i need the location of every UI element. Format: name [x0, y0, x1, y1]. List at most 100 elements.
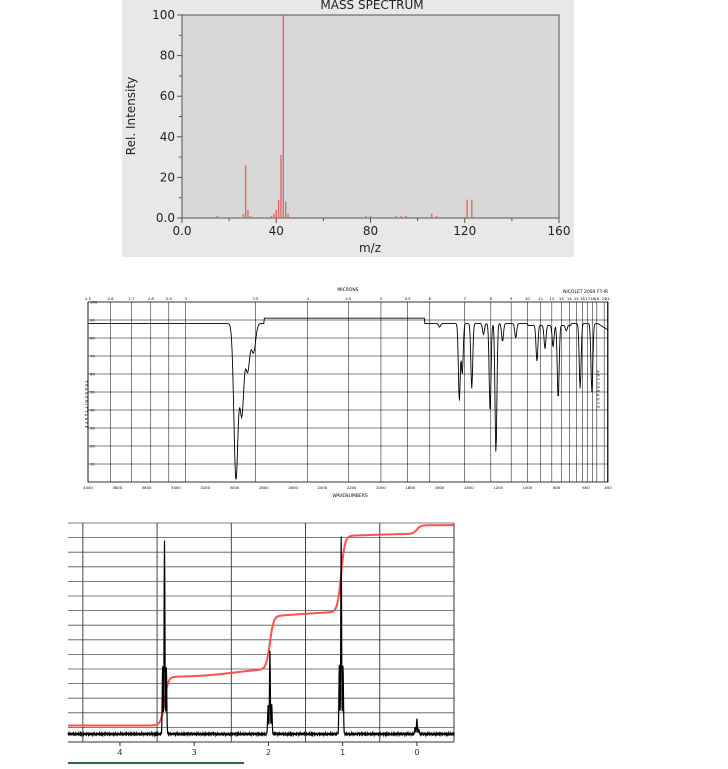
- ms-ylabel: Rel. Intensity: [124, 77, 138, 155]
- ir-y-tick-label: 100: [90, 300, 98, 305]
- nmr-x-tick-label: 3: [192, 748, 197, 757]
- ir-x-tick-label: 2600: [288, 485, 298, 490]
- ir-ylabel: TRANSMITTANCE: [84, 380, 88, 430]
- ms-y-tick-label: 0.0: [156, 211, 175, 225]
- ir-x-ticks: 4000 3800 3600 3400 3200 3000 2800 2600 2400 2200…: [83, 485, 612, 490]
- ir-micron-label: 5: [380, 296, 383, 301]
- ir-x-tick-label: 1000: [523, 485, 533, 490]
- ir-y-tick-label: 40: [90, 408, 95, 413]
- ir-micron-label: 7: [463, 296, 466, 301]
- ir-micron-label: 3.5: [252, 296, 259, 301]
- ms-x-ticks: 0.0 40 80 120 160: [172, 218, 570, 238]
- ir-micron-label: 9: [510, 296, 513, 301]
- ir-micron-label: 2.7: [128, 296, 135, 301]
- ms-xlabel: m/z: [359, 241, 381, 255]
- ir-micron-label: 4.5: [345, 296, 352, 301]
- ir-y-tick-label: 30: [90, 426, 95, 431]
- ir-micron-label: 4: [307, 296, 310, 301]
- nmr-x-tick-label: 1: [340, 748, 345, 757]
- ir-x-tick-label: 800: [553, 485, 561, 490]
- ir-y-tick-label: 50: [90, 390, 95, 395]
- ir-micron-label: 17: [585, 296, 590, 301]
- mass-spectrum-panel: MASS SPECTRUM Rel. Intensity m/z 0.0 20 40…: [122, 0, 574, 257]
- ir-micron-label: 2.5: [85, 296, 92, 301]
- nmr-x-tick-label: 2: [266, 748, 271, 757]
- ir-micron-label: 21: [602, 296, 607, 301]
- nmr-spectrum-panel: 4 3 2 1 0: [66, 520, 460, 765]
- ir-micron-ticks: 2.5 2.6 2.7 2.8 2.9 3 3.5 4 4.5 5 5.5 6 7 8 9 10 11 12 13 1…: [85, 296, 610, 301]
- ms-x-tick-label: 80: [363, 224, 378, 238]
- ms-y-tick-label: 20: [160, 170, 175, 184]
- ir-micron-label: 12: [549, 296, 554, 301]
- nmr-spectrum-chart: 4 3 2 1 0: [67, 522, 455, 764]
- ms-peaks: [216, 15, 473, 218]
- ir-corner-label: NICOLET 20SX FT-IR: [563, 289, 608, 295]
- ir-micron-label: 6: [429, 296, 432, 301]
- ms-y-tick-label: 60: [160, 89, 175, 103]
- ms-y-tick-label: 40: [160, 130, 175, 144]
- ir-micron-label: 2.9: [166, 296, 173, 301]
- ir-x-tick-label: 1600: [435, 485, 445, 490]
- ir-x-tick-label: 600: [582, 485, 590, 490]
- ir-plot-frame: [87, 301, 609, 483]
- ir-y-tick-label: 10: [90, 462, 95, 467]
- ms-title: MASS SPECTRUM: [320, 0, 423, 12]
- ms-x-tick-label: 40: [269, 224, 284, 238]
- ms-y-ticks: 0.0 20 40 60 80 100: [152, 8, 182, 225]
- nmr-x-tick-label: 0: [414, 748, 419, 757]
- ir-trace: [88, 317, 608, 480]
- nmr-x-tick-label: 4: [117, 748, 122, 757]
- ms-plot-area: [181, 14, 560, 219]
- ir-x-tick-label: 2000: [376, 485, 386, 490]
- ir-micron-label: 2.8: [148, 296, 155, 301]
- nmr-trace: [67, 536, 455, 738]
- ir-y-tick-label: 20: [90, 444, 95, 449]
- ir-micron-label: 10: [525, 296, 530, 301]
- nmr-grid: [68, 522, 455, 743]
- nmr-x-ticks: 4 3 2 1 0: [117, 742, 419, 757]
- ir-x-tick-label: 1400: [464, 485, 474, 490]
- ir-y-tick-label: 80: [90, 336, 95, 341]
- ir-x-tick-label: 3000: [230, 485, 240, 490]
- ir-micron-label: 22: [605, 296, 610, 301]
- ir-micron-label: 14: [567, 296, 572, 301]
- ir-micron-label: 5.5: [405, 296, 412, 301]
- ir-micron-label: 19: [594, 296, 599, 301]
- nmr-integral-curve: [68, 524, 454, 727]
- ir-y-ticks: 10 20 30 40 50 60 70 80 90 100: [90, 300, 98, 467]
- ir-x-tick-label: 3200: [200, 485, 210, 490]
- ir-xlabel: WAVENUMBERS: [332, 493, 368, 499]
- ms-x-tick-label: 160: [548, 224, 571, 238]
- ms-x-tick-label: 0.0: [172, 224, 191, 238]
- ir-x-tick-label: 1200: [493, 485, 503, 490]
- ir-x-tick-label: 3400: [171, 485, 181, 490]
- ir-microns-label: MICRONS: [337, 287, 358, 293]
- ir-x-tick-label: 3800: [112, 485, 122, 490]
- ms-y-tick-label: 100: [152, 8, 175, 22]
- ms-y-tick-label: 80: [160, 49, 175, 63]
- ir-x-tick-label: 450: [604, 485, 612, 490]
- mass-spectrum-chart: MASS SPECTRUM Rel. Intensity m/z 0.0 20 40…: [124, 0, 570, 255]
- ir-x-tick-label: 2400: [318, 485, 328, 490]
- ir-spectrum-chart: MICRONS NICOLET 20SX FT-IR 2.5 2.6 2.7 2.8 2…: [83, 287, 612, 499]
- ir-micron-label: 2.6: [108, 296, 115, 301]
- ir-micron-label: 8: [490, 296, 493, 301]
- ir-micron-label: 3: [184, 296, 187, 301]
- ir-x-tick-label: 3600: [142, 485, 152, 490]
- ir-grid: [87, 302, 608, 482]
- ir-micron-label: 13: [559, 296, 564, 301]
- ir-y-tick-label: 90: [90, 318, 95, 323]
- ir-micron-label: 11: [538, 296, 543, 301]
- ir-right-label: ABSORBANCE: [596, 370, 600, 409]
- ir-micron-label: 16: [580, 296, 585, 301]
- ir-x-tick-label: 2200: [347, 485, 357, 490]
- ir-y-tick-label: 60: [90, 372, 95, 377]
- ir-micron-label: 18: [590, 296, 595, 301]
- ir-micron-label: 15: [574, 296, 579, 301]
- ir-y-tick-label: 70: [90, 354, 95, 359]
- ir-x-tick-label: 4000: [83, 485, 93, 490]
- ir-spectrum-panel: MICRONS NICOLET 20SX FT-IR 2.5 2.6 2.7 2.8 2…: [80, 285, 616, 500]
- ms-x-tick-label: 120: [453, 224, 476, 238]
- ir-x-tick-label: 1800: [405, 485, 415, 490]
- ir-x-tick-label: 2800: [259, 485, 269, 490]
